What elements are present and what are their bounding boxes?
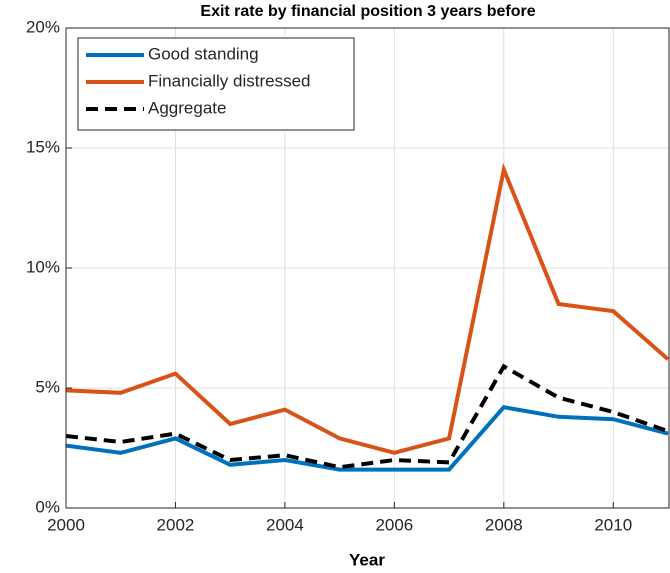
legend-label: Good standing xyxy=(148,44,259,63)
plot-frame xyxy=(65,27,670,509)
series-line xyxy=(66,405,669,472)
legend-label: Aggregate xyxy=(148,98,226,117)
y-tick-label: 5% xyxy=(35,377,60,396)
x-tick-label: 2002 xyxy=(157,515,195,534)
y-tick-label: 15% xyxy=(26,137,60,156)
legend: Good standing Financially distressed Aggre… xyxy=(77,37,355,131)
chart-title: Exit rate by financial position 3 years … xyxy=(200,3,535,20)
y-tick-label: 10% xyxy=(26,257,60,276)
x-tick-label: 2008 xyxy=(485,515,523,534)
x-axis-label: Year xyxy=(349,550,385,569)
y-tick-label: 0% xyxy=(35,497,60,516)
legend-label: Financially distressed xyxy=(148,71,311,90)
y-tick-label: 20% xyxy=(26,17,60,36)
series-line xyxy=(66,162,670,455)
x-tick-label: 2006 xyxy=(375,515,413,534)
x-tick-label: 2010 xyxy=(594,515,632,534)
x-tick-label: 2004 xyxy=(266,515,304,534)
plot-area xyxy=(66,162,670,472)
series-line xyxy=(66,363,669,470)
x-tick-label: 2000 xyxy=(47,515,85,534)
